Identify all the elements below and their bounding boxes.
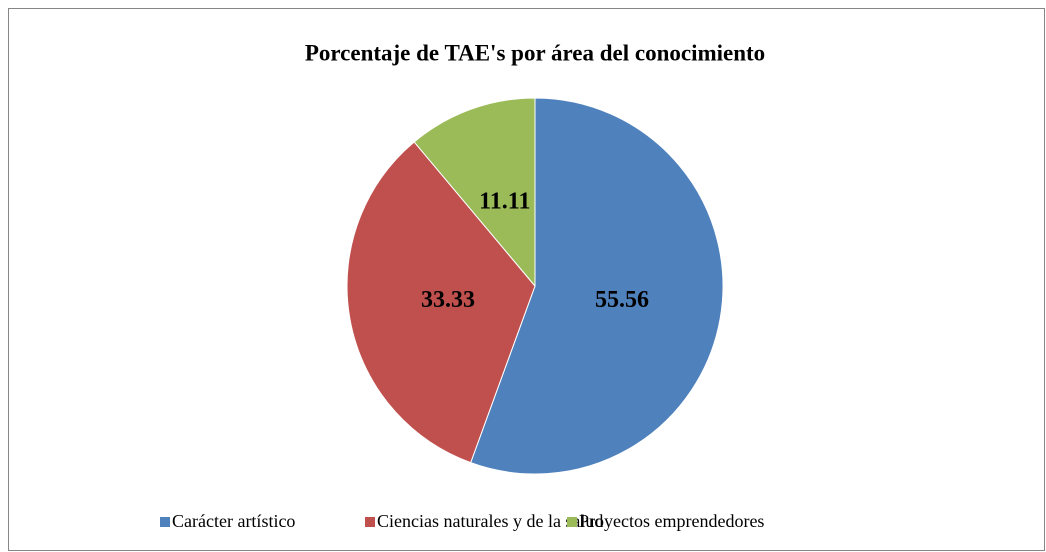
- chart-title: Porcentaje de TAE's por área del conocim…: [305, 40, 765, 65]
- legend-label: Carácter artístico: [172, 511, 295, 531]
- data-label: 33.33: [421, 287, 475, 313]
- legend-swatch: [567, 517, 577, 527]
- data-label: 11.11: [479, 188, 530, 214]
- legend-swatch: [160, 517, 170, 527]
- legend-swatch: [365, 517, 375, 527]
- data-label: 55.56: [595, 287, 649, 313]
- pie-slice: [470, 97, 724, 475]
- legend-label: Proyectos emprendedores: [579, 511, 764, 531]
- pie-slice: [413, 97, 536, 288]
- legend-label: Ciencias naturales y de la salud: [377, 511, 603, 531]
- pie-slice: [346, 141, 536, 464]
